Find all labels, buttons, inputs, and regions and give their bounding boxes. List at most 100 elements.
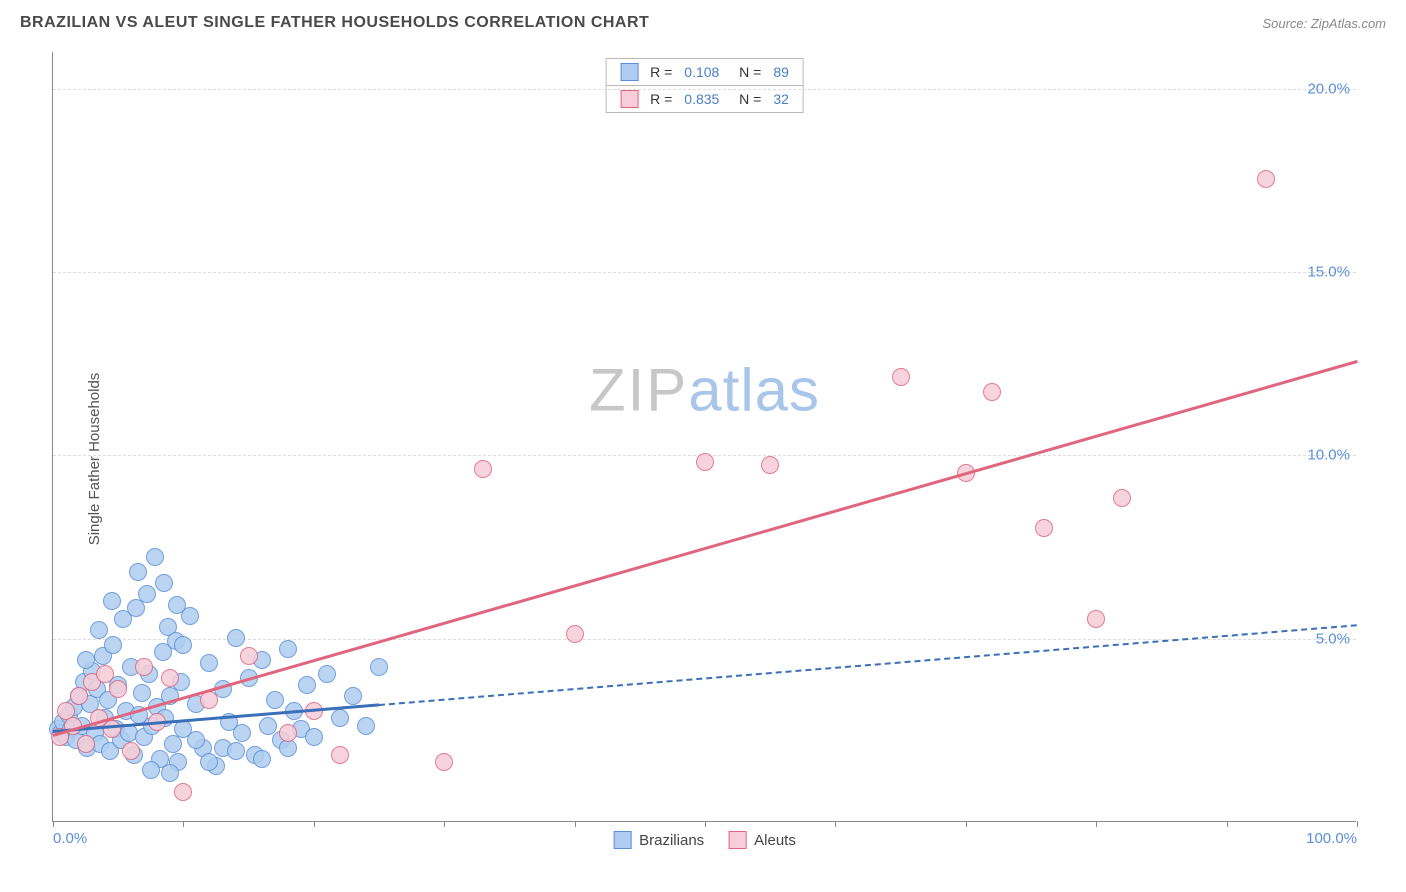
data-point-aleuts [279,724,297,742]
watermark-atlas: atlas [688,357,820,424]
data-point-brazilians [174,636,192,654]
legend-label-brazilians: Brazilians [639,832,704,849]
gridline-y [53,272,1356,273]
data-point-brazilians [200,753,218,771]
legend-stats-row-0: R = 0.108 N = 89 [606,59,803,86]
data-point-brazilians [318,665,336,683]
legend-n-label-1: N = [731,91,761,107]
data-point-brazilians [253,750,271,768]
x-tick [53,821,54,827]
data-point-brazilians [77,651,95,669]
data-point-brazilians [104,636,122,654]
data-point-aleuts [161,669,179,687]
data-point-brazilians [259,717,277,735]
x-tick [1096,821,1097,827]
data-point-aleuts [474,460,492,478]
x-tick [575,821,576,827]
x-tick [1357,821,1358,827]
watermark-zip: ZIP [589,357,688,424]
data-point-brazilians [266,691,284,709]
x-tick-label: 0.0% [53,830,87,847]
legend-r-value-0: 0.108 [684,64,719,80]
data-point-brazilians [187,731,205,749]
data-point-brazilians [370,658,388,676]
chart-title: BRAZILIAN VS ALEUT SINGLE FATHER HOUSEHO… [20,14,649,32]
data-point-aleuts [240,647,258,665]
chart-container: BRAZILIAN VS ALEUT SINGLE FATHER HOUSEHO… [0,0,1406,892]
swatch-al-bottom [728,831,746,849]
y-tick-label: 15.0% [1307,264,1350,281]
legend-r-label-0: R = [650,64,672,80]
x-tick [835,821,836,827]
data-point-aleuts [1257,170,1275,188]
data-point-aleuts [331,746,349,764]
data-point-aleuts [566,625,584,643]
x-tick [966,821,967,827]
data-point-brazilians [344,687,362,705]
data-point-aleuts [435,753,453,771]
watermark: ZIPatlas [589,356,820,425]
legend-n-label-0: N = [731,64,761,80]
legend-stats: R = 0.108 N = 89 R = 0.835 N = 32 [605,58,804,113]
y-tick-label: 5.0% [1316,630,1350,647]
data-point-aleuts [96,665,114,683]
x-tick [705,821,706,827]
data-point-brazilians [142,761,160,779]
data-point-brazilians [138,585,156,603]
data-point-brazilians [331,709,349,727]
data-point-brazilians [146,548,164,566]
y-tick-label: 20.0% [1307,80,1350,97]
data-point-brazilians [133,684,151,702]
data-point-brazilians [168,596,186,614]
data-point-brazilians [200,654,218,672]
legend-item-aleuts: Aleuts [728,831,796,849]
data-point-brazilians [279,640,297,658]
chart-header: BRAZILIAN VS ALEUT SINGLE FATHER HOUSEHO… [0,0,1406,42]
data-point-aleuts [1113,489,1131,507]
chart-area: Single Father Households ZIPatlas R = 0.… [0,44,1406,874]
data-point-brazilians [155,574,173,592]
data-point-brazilians [357,717,375,735]
data-point-aleuts [983,383,1001,401]
data-point-brazilians [103,592,121,610]
x-tick [314,821,315,827]
data-point-brazilians [129,563,147,581]
legend-item-brazilians: Brazilians [613,831,704,849]
data-point-aleuts [1035,519,1053,537]
data-point-brazilians [305,728,323,746]
legend-label-aleuts: Aleuts [754,832,796,849]
y-tick-label: 10.0% [1307,447,1350,464]
data-point-brazilians [227,629,245,647]
data-point-aleuts [174,783,192,801]
data-point-aleuts [1087,610,1105,628]
data-point-brazilians [90,621,108,639]
trendline-aleuts [53,360,1358,736]
data-point-brazilians [227,742,245,760]
swatch-aleuts [620,90,638,108]
x-tick [444,821,445,827]
data-point-brazilians [233,724,251,742]
data-point-brazilians [161,764,179,782]
legend-r-label-1: R = [650,91,672,107]
data-point-aleuts [77,735,95,753]
chart-source: Source: ZipAtlas.com [1262,16,1386,31]
data-point-aleuts [109,680,127,698]
plot-area: ZIPatlas R = 0.108 N = 89 R = 0.835 N = … [52,52,1356,822]
gridline-y [53,89,1356,90]
legend-n-value-0: 89 [773,64,789,80]
legend-series: Brazilians Aleuts [613,831,796,849]
data-point-aleuts [200,691,218,709]
data-point-brazilians [298,676,316,694]
legend-stats-row-1: R = 0.835 N = 32 [606,86,803,112]
x-tick [1227,821,1228,827]
swatch-br-bottom [613,831,631,849]
x-tick [183,821,184,827]
data-point-aleuts [761,456,779,474]
legend-r-value-1: 0.835 [684,91,719,107]
data-point-aleuts [122,742,140,760]
legend-n-value-1: 32 [773,91,789,107]
x-tick-label: 100.0% [1306,830,1357,847]
data-point-aleuts [70,687,88,705]
data-point-aleuts [103,720,121,738]
trendline-brazilians-dashed [379,624,1357,706]
